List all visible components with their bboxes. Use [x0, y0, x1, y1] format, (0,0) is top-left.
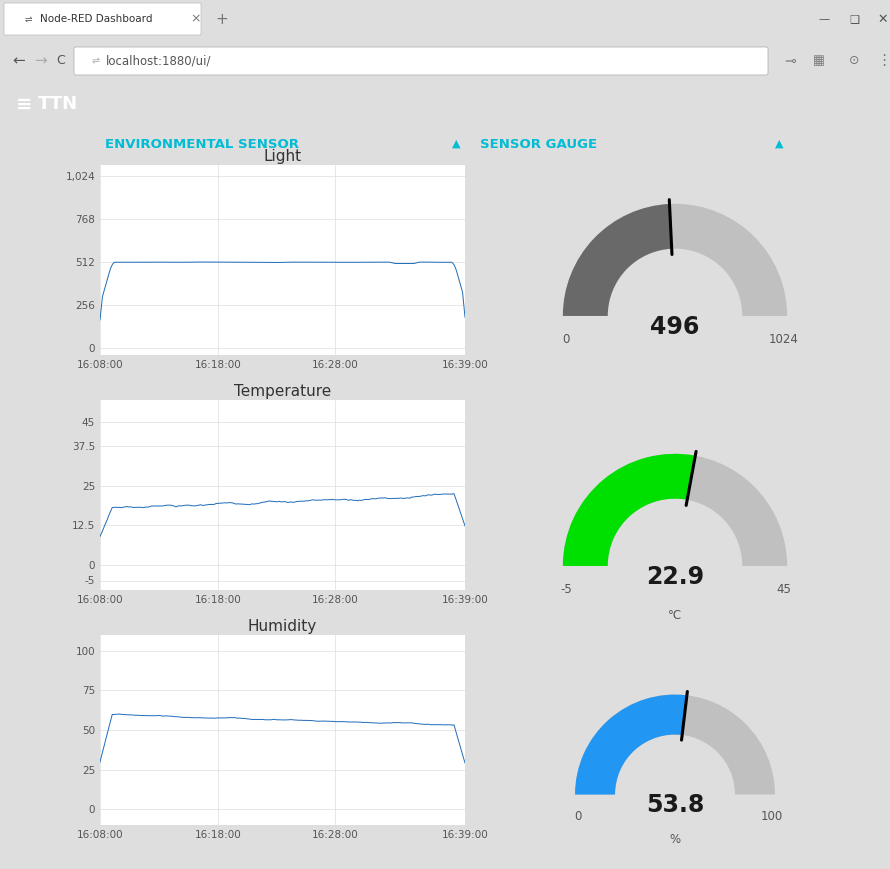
- Text: →: →: [34, 54, 47, 69]
- Text: ▲: ▲: [452, 139, 460, 149]
- Text: -5: -5: [561, 583, 572, 596]
- Text: 53.8: 53.8: [646, 793, 704, 817]
- Text: ⊸: ⊸: [784, 54, 796, 68]
- Text: %: %: [669, 833, 681, 846]
- Text: ⊙: ⊙: [849, 55, 860, 68]
- Text: TTN: TTN: [38, 95, 78, 113]
- FancyBboxPatch shape: [4, 3, 201, 35]
- Wedge shape: [562, 454, 695, 566]
- Text: ⋮: ⋮: [876, 54, 890, 69]
- Text: Node-RED Dashboard: Node-RED Dashboard: [40, 14, 152, 24]
- Text: 45: 45: [776, 583, 791, 596]
- Text: ×: ×: [190, 12, 201, 25]
- Text: ❑: ❑: [849, 14, 859, 24]
- Title: Humidity: Humidity: [248, 619, 317, 634]
- Wedge shape: [575, 694, 775, 794]
- Text: SENSOR GAUGE: SENSOR GAUGE: [480, 137, 597, 150]
- Text: 100: 100: [761, 810, 783, 823]
- Text: ✕: ✕: [877, 12, 887, 25]
- Wedge shape: [562, 454, 787, 566]
- Text: ≡: ≡: [16, 95, 32, 114]
- Text: 0: 0: [562, 333, 570, 346]
- Title: Temperature: Temperature: [234, 384, 331, 399]
- Text: ▦: ▦: [813, 55, 825, 68]
- FancyBboxPatch shape: [74, 47, 768, 75]
- Text: °C: °C: [668, 609, 682, 622]
- Text: 0: 0: [574, 810, 582, 823]
- Text: localhost:1880/ui/: localhost:1880/ui/: [106, 55, 212, 68]
- Text: 496: 496: [651, 315, 700, 340]
- Wedge shape: [562, 204, 787, 316]
- Wedge shape: [575, 694, 687, 794]
- Text: —: —: [818, 14, 829, 24]
- Text: ⇌: ⇌: [92, 56, 101, 66]
- Title: Light: Light: [263, 149, 302, 164]
- Wedge shape: [562, 204, 672, 316]
- Text: ←: ←: [12, 54, 25, 69]
- Text: 22.9: 22.9: [646, 566, 704, 589]
- Text: ⇌: ⇌: [25, 15, 33, 23]
- Text: ENVIRONMENTAL SENSOR: ENVIRONMENTAL SENSOR: [105, 137, 299, 150]
- Text: 1024: 1024: [769, 333, 798, 346]
- Text: +: +: [215, 11, 228, 26]
- Text: ▲: ▲: [775, 139, 783, 149]
- Text: C: C: [56, 55, 65, 68]
